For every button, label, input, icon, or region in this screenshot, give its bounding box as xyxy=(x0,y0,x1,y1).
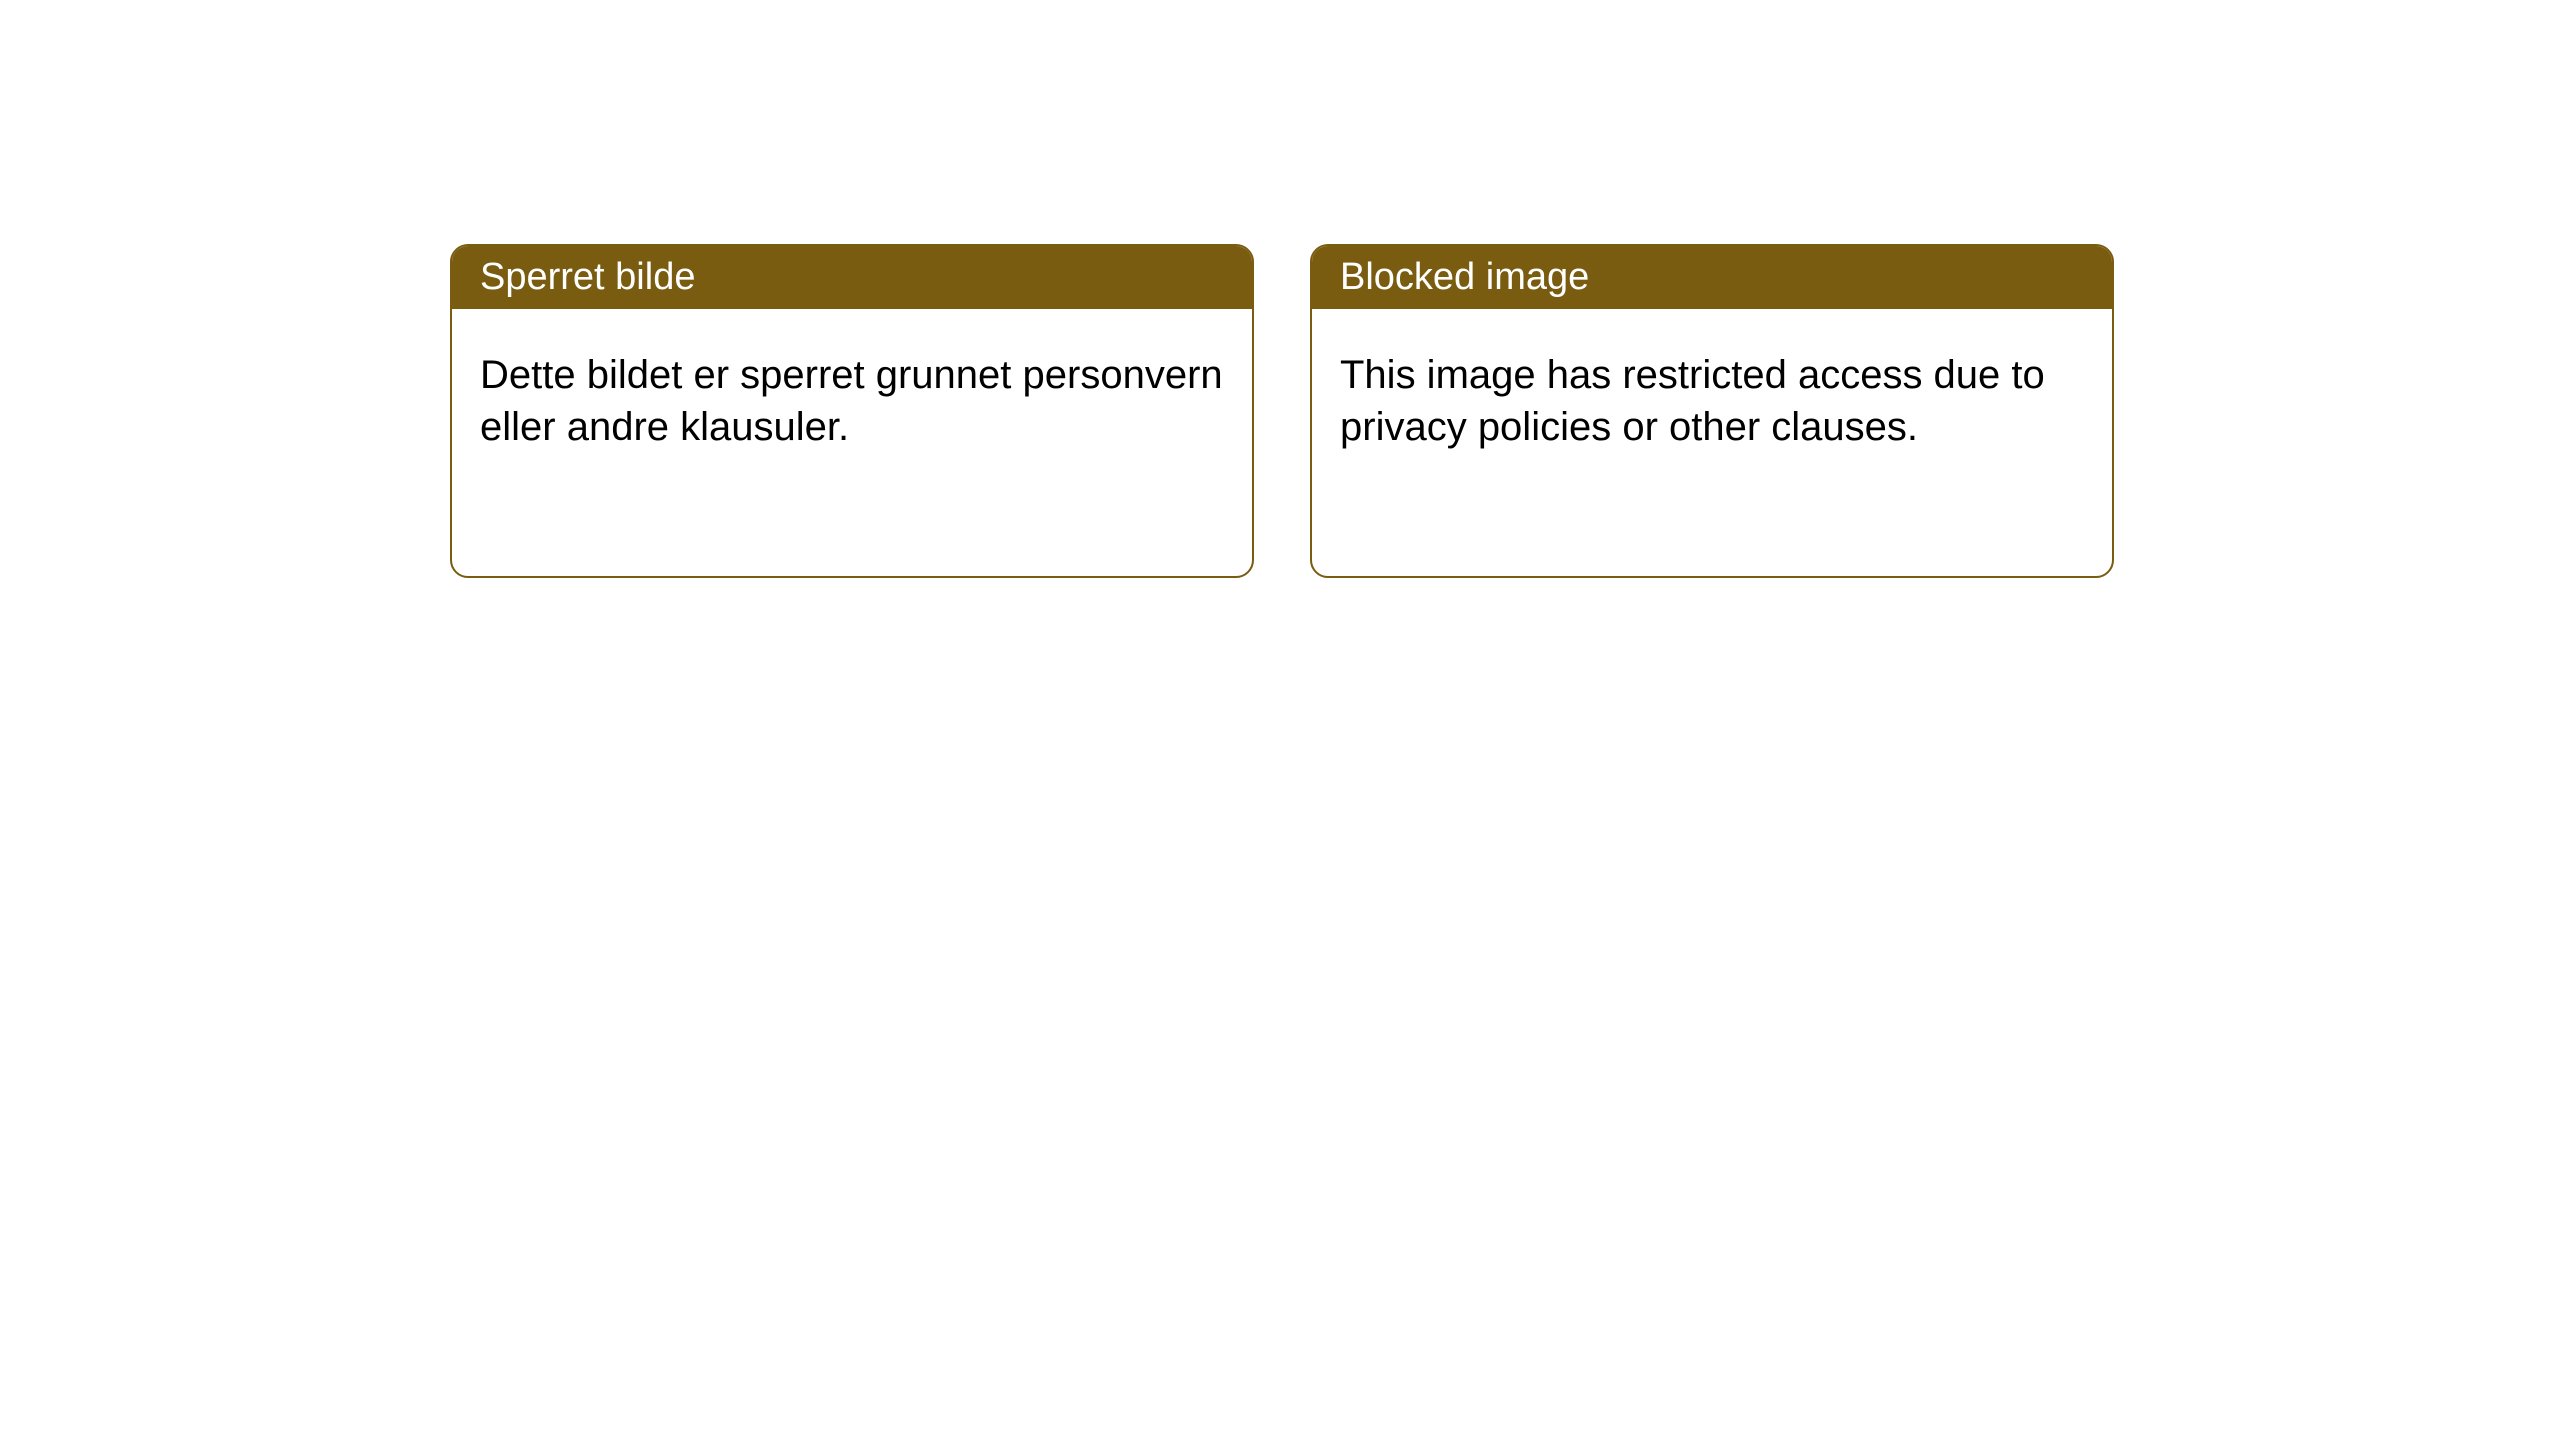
notice-container: Sperret bilde Dette bildet er sperret gr… xyxy=(0,0,2560,578)
card-body: Dette bildet er sperret grunnet personve… xyxy=(452,309,1252,493)
card-body: This image has restricted access due to … xyxy=(1312,309,2112,493)
card-title: Sperret bilde xyxy=(480,256,695,298)
card-header: Sperret bilde xyxy=(452,246,1252,309)
notice-card-english: Blocked image This image has restricted … xyxy=(1310,244,2114,578)
card-body-text: Dette bildet er sperret grunnet personve… xyxy=(480,353,1223,449)
notice-card-norwegian: Sperret bilde Dette bildet er sperret gr… xyxy=(450,244,1254,578)
card-title: Blocked image xyxy=(1340,256,1589,298)
card-body-text: This image has restricted access due to … xyxy=(1340,353,2045,449)
card-header: Blocked image xyxy=(1312,246,2112,309)
